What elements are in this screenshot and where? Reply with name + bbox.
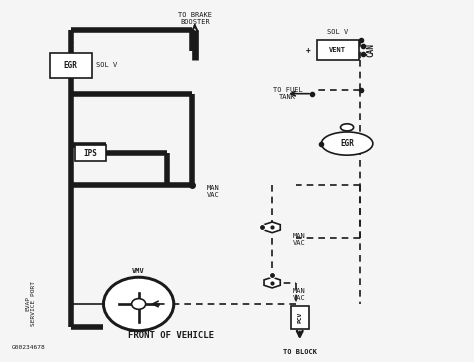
Text: TO FUEL
TANK: TO FUEL TANK [273, 87, 302, 100]
Text: SOL V: SOL V [327, 29, 348, 35]
Text: VMV: VMV [132, 268, 145, 274]
Text: EGR: EGR [340, 139, 354, 148]
Text: PCV: PCV [297, 312, 302, 323]
Text: G00234678: G00234678 [12, 345, 46, 350]
Text: IPS: IPS [84, 149, 98, 158]
FancyBboxPatch shape [317, 40, 359, 60]
Text: +: + [68, 38, 73, 47]
Circle shape [132, 299, 146, 309]
FancyBboxPatch shape [50, 53, 92, 77]
Ellipse shape [340, 124, 354, 131]
Text: SOL V: SOL V [97, 62, 118, 68]
Text: CAN: CAN [366, 43, 375, 57]
Text: MAN
VAC: MAN VAC [207, 185, 219, 198]
Text: TO BLOCK: TO BLOCK [283, 349, 317, 354]
Text: EGR: EGR [64, 61, 78, 70]
Text: +: + [306, 46, 310, 55]
Circle shape [103, 277, 174, 331]
Text: MAN
VAC: MAN VAC [293, 288, 306, 301]
Polygon shape [264, 222, 280, 233]
Text: EVAP
SERVICE PORT: EVAP SERVICE PORT [26, 282, 36, 327]
Text: TO BRAKE
BOOSTER: TO BRAKE BOOSTER [178, 12, 212, 25]
FancyBboxPatch shape [75, 146, 106, 161]
Text: MAN
VAC: MAN VAC [293, 233, 306, 246]
Ellipse shape [321, 132, 373, 155]
Text: VENT: VENT [329, 47, 346, 53]
Polygon shape [264, 277, 280, 288]
FancyBboxPatch shape [291, 306, 309, 329]
Text: FRONT OF VEHICLE: FRONT OF VEHICLE [128, 331, 214, 340]
